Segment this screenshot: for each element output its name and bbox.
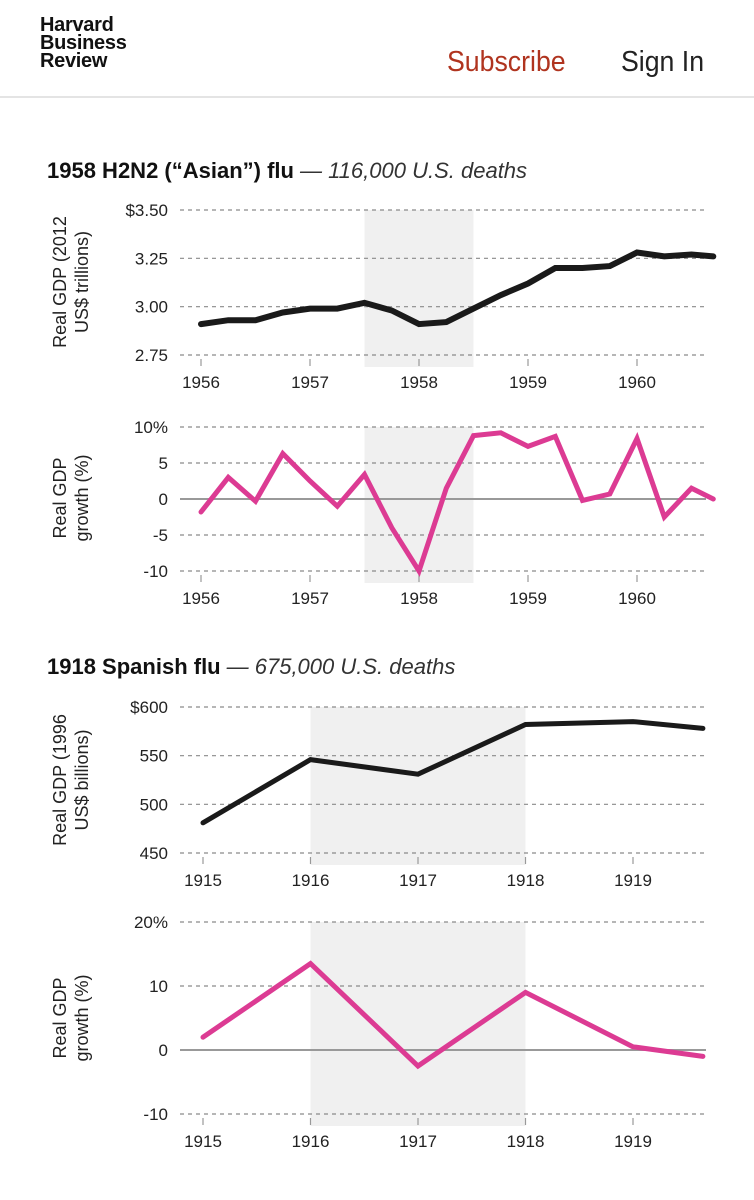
y-tick-label: -5	[153, 526, 168, 545]
hbr-logo[interactable]: Harvard Business Review	[40, 14, 127, 72]
title-bold: 1958 H2N2 (“Asian”) flu	[47, 158, 294, 183]
x-tick-label: 1918	[507, 871, 545, 890]
x-tick-label: 1916	[292, 871, 330, 890]
series-line	[200, 960, 706, 1070]
x-tick-label: 1957	[291, 589, 329, 608]
series-line	[198, 249, 717, 328]
x-tick-label: 1958	[400, 589, 438, 608]
y-axis-label-line: growth (%)	[72, 974, 92, 1061]
x-tick-label: 1956	[182, 373, 220, 392]
y-axis-label-line: Real GDP	[50, 457, 70, 538]
x-tick-label: 1956	[182, 589, 220, 608]
y-tick-label: 20%	[134, 913, 168, 932]
y-tick-label: -10	[143, 1105, 168, 1124]
y-tick-label: 450	[140, 844, 168, 863]
logo-line: Business	[40, 32, 127, 54]
title-italic: — 116,000 U.S. deaths	[299, 158, 527, 183]
y-axis-label: Real GDP (1996 US$ billions)	[50, 714, 92, 846]
series-line	[200, 719, 706, 826]
y-tick-label: -10	[143, 562, 168, 581]
y-tick-label: 3.00	[135, 298, 168, 317]
y-tick-label: 550	[140, 747, 168, 766]
y-tick-label: 3.25	[135, 249, 168, 268]
title-italic: — 675,000 U.S. deaths	[226, 654, 456, 679]
x-tick-label: 1919	[614, 1132, 652, 1151]
x-tick-label: 1918	[507, 1132, 545, 1151]
shaded-period	[310, 707, 526, 865]
title-bold: 1918 Spanish flu	[47, 654, 221, 679]
y-tick-label: $600	[130, 698, 168, 717]
section-title-1958: 1958 H2N2 (“Asian”) flu — 116,000 U.S. de…	[47, 158, 527, 183]
x-tick-label: 1957	[291, 373, 329, 392]
shaded-period	[310, 922, 526, 1126]
x-tick-label: 1915	[184, 1132, 222, 1151]
y-axis-label-line: Real GDP	[50, 977, 70, 1058]
x-tick-label: 1960	[618, 373, 656, 392]
subscribe-link[interactable]: Subscribe	[447, 46, 566, 78]
header-divider	[0, 96, 754, 98]
series-line	[198, 430, 716, 577]
section-title-1918: 1918 Spanish flu — 675,000 U.S. deaths	[47, 654, 455, 679]
x-tick-label: 1917	[399, 871, 437, 890]
y-axis-label-line: US$ trillions)	[72, 231, 92, 333]
x-tick-label: 1959	[509, 589, 547, 608]
y-tick-label: 0	[159, 490, 168, 509]
y-tick-label: 5	[159, 454, 168, 473]
y-axis-label-line: growth (%)	[72, 454, 92, 541]
y-tick-label: 500	[140, 795, 168, 814]
y-tick-label: 10	[149, 977, 168, 996]
y-axis-label-line: Real GDP (2012	[50, 216, 70, 348]
x-tick-label: 1960	[618, 589, 656, 608]
y-axis-label: Real GDP growth (%)	[50, 454, 92, 541]
x-tick-label: 1959	[509, 373, 547, 392]
shaded-period	[364, 210, 474, 367]
y-axis-label: Real GDP growth (%)	[50, 974, 92, 1061]
y-tick-label: 10%	[134, 418, 168, 437]
y-axis-label-line: US$ billions)	[72, 729, 92, 830]
y-axis-label-line: Real GDP (1996	[50, 714, 70, 846]
logo-line: Harvard	[40, 14, 114, 36]
y-tick-label: $3.50	[125, 201, 168, 220]
logo-line: Review	[40, 50, 108, 72]
y-axis-label: Real GDP (2012 US$ trillions)	[50, 216, 92, 348]
y-tick-label: 2.75	[135, 346, 168, 365]
x-tick-label: 1917	[399, 1132, 437, 1151]
x-tick-label: 1958	[400, 373, 438, 392]
sign-in-link[interactable]: Sign In	[621, 46, 705, 78]
x-tick-label: 1916	[292, 1132, 330, 1151]
x-tick-label: 1915	[184, 871, 222, 890]
y-tick-label: 0	[159, 1041, 168, 1060]
x-tick-label: 1919	[614, 871, 652, 890]
